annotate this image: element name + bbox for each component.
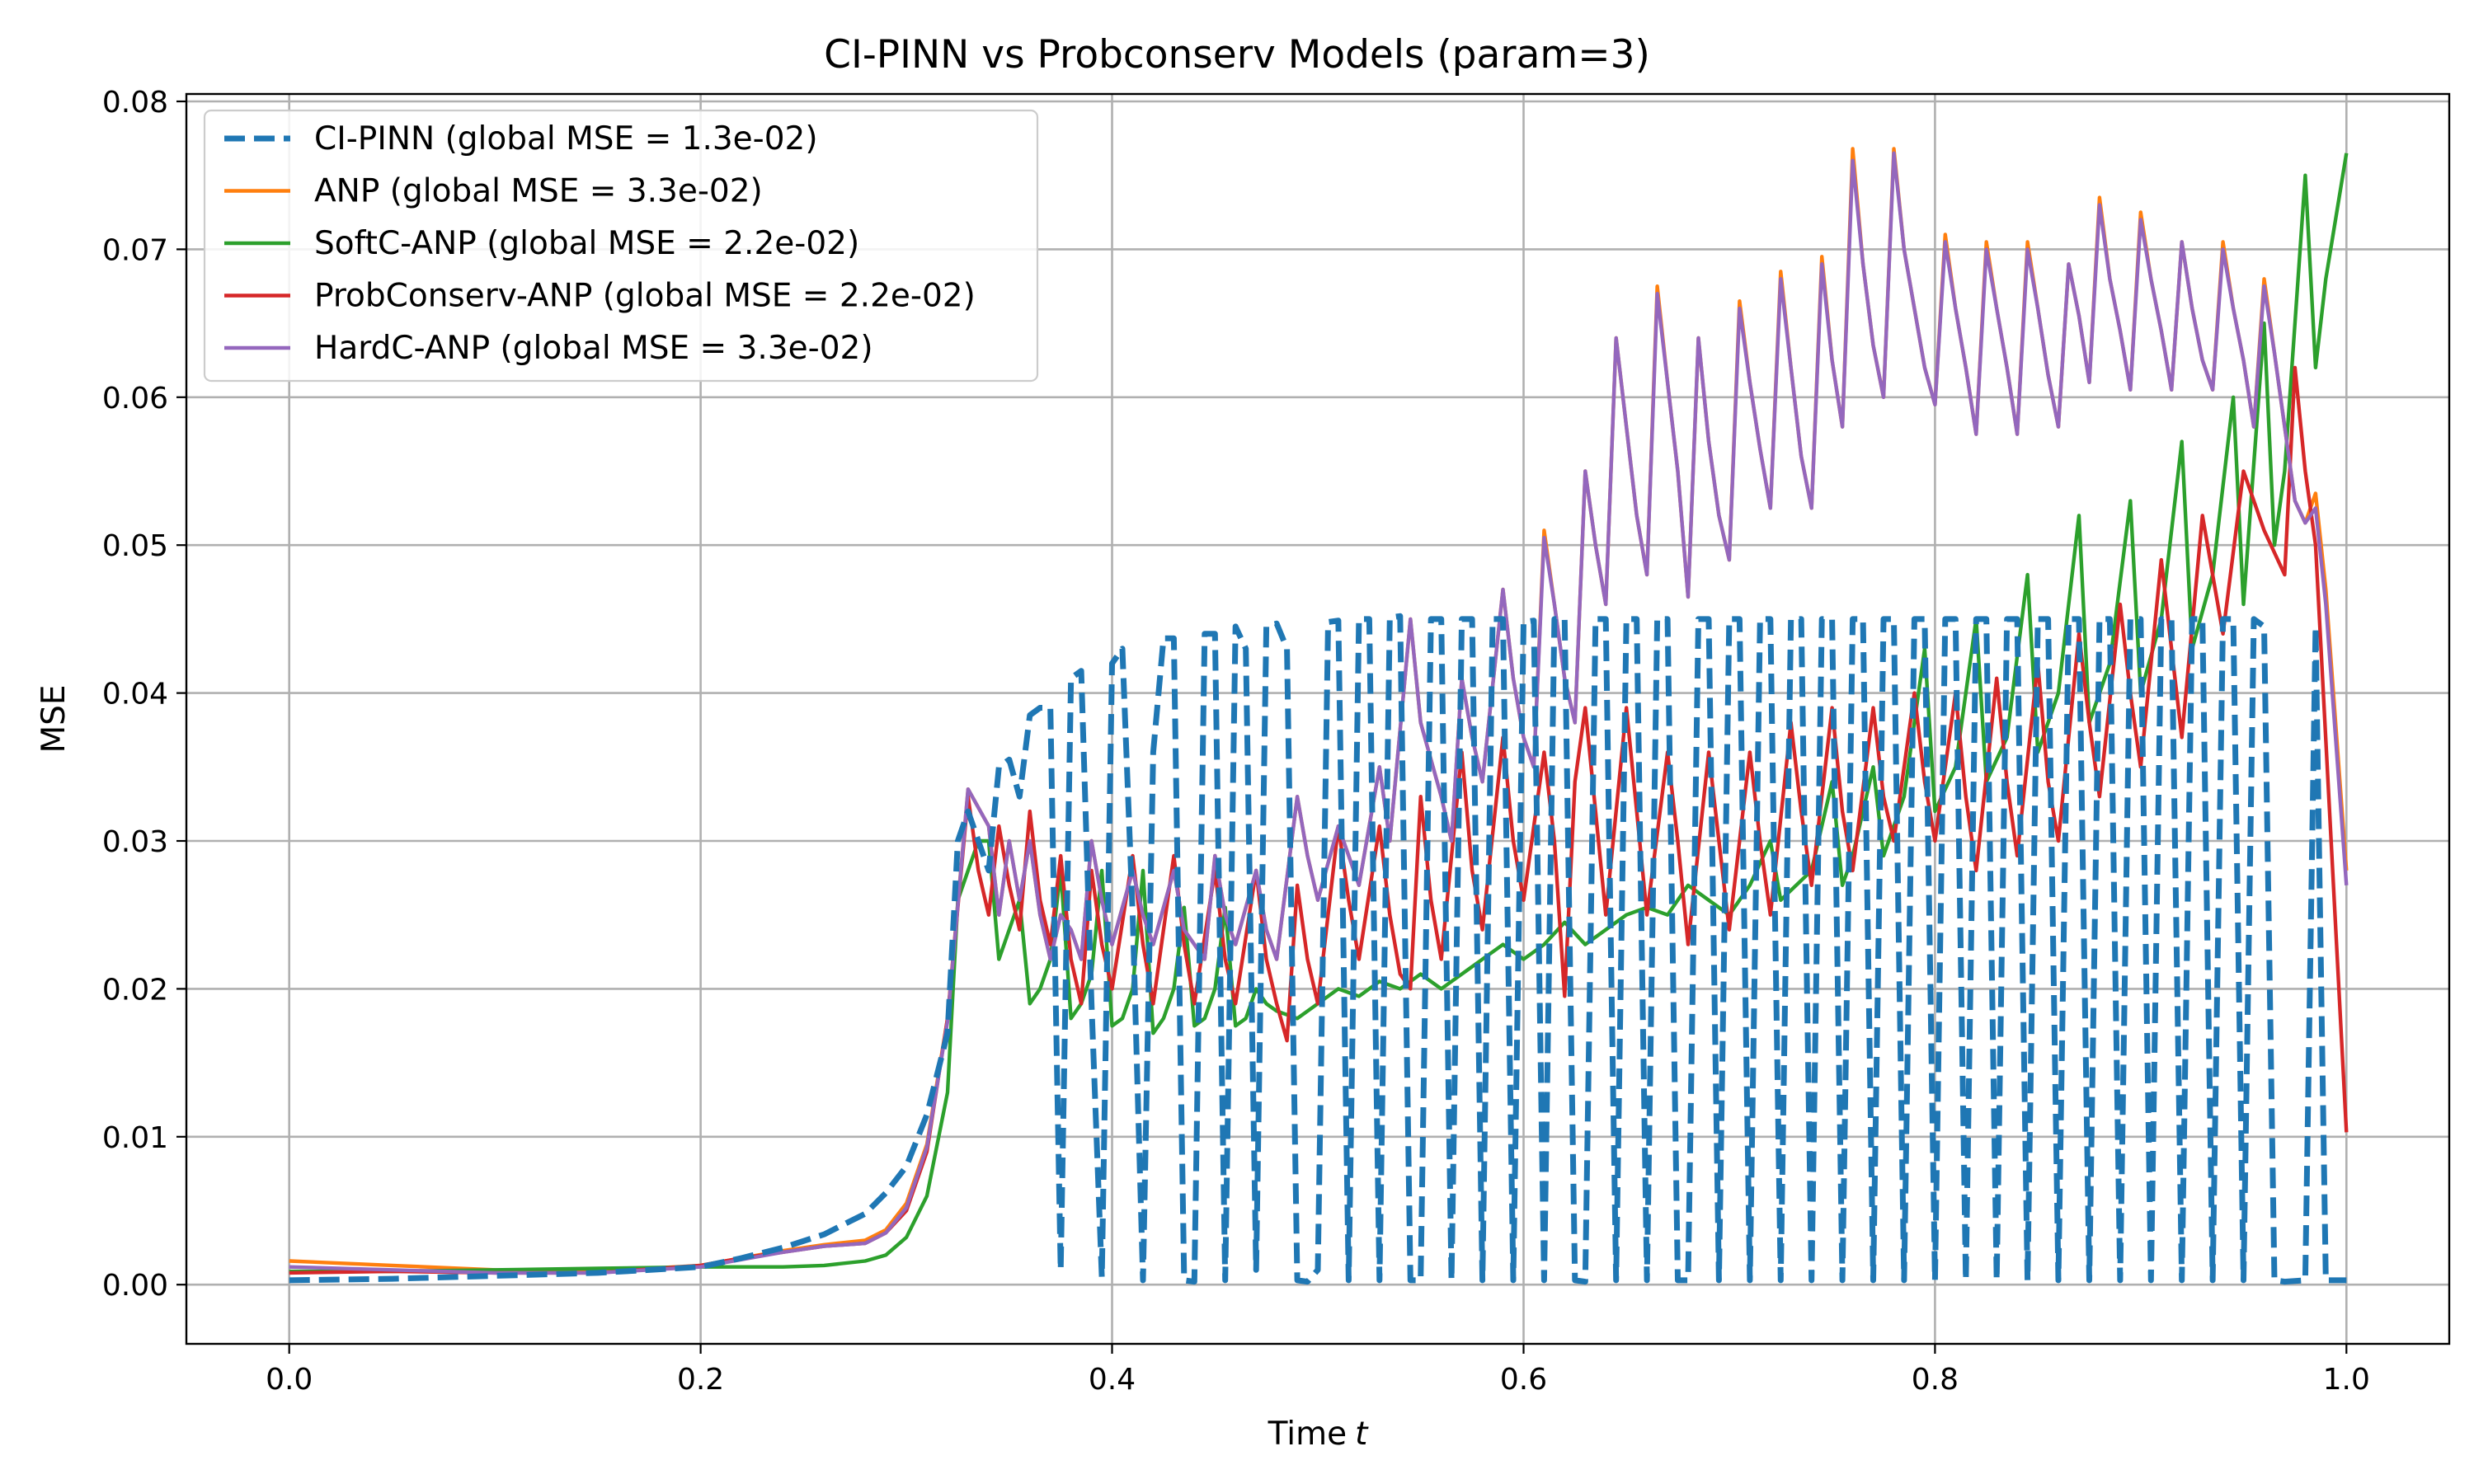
legend-label-2: SoftC-ANP (global MSE = 2.2e-02): [314, 225, 859, 262]
x-tick-label: 0.6: [1500, 1363, 1547, 1397]
chart-title: CI-PINN vs Probconserv Models (param=3): [824, 32, 1650, 77]
x-axis-label-text: Time: [1268, 1416, 1347, 1453]
series-layer: [289, 147, 2349, 1285]
y-tick-label: 0.01: [102, 1121, 168, 1155]
y-tick-label: 0.05: [102, 529, 168, 563]
y-tick-label: 0.08: [102, 86, 168, 120]
y-axis-label: MSE: [35, 684, 73, 753]
legend-label-4: HardC-ANP (global MSE = 3.3e-02): [314, 330, 873, 367]
legend-label-1: ANP (global MSE = 3.3e-02): [314, 173, 763, 210]
series-line-3: [289, 365, 2349, 1275]
x-tick-label: 1.0: [2323, 1363, 2370, 1397]
legend: CI-PINN (global MSE = 1.3e-02) ANP (globa…: [203, 109, 1039, 383]
series-line-0: [289, 613, 2347, 1285]
x-tick-label: 0.2: [677, 1363, 724, 1397]
x-axis: 0.0 0.2 0.4 0.6 0.8 1.0: [266, 1344, 2370, 1397]
y-tick-label: 0.00: [102, 1269, 168, 1303]
y-tick-label: 0.03: [102, 825, 168, 859]
x-axis-label-variable: t: [1355, 1416, 1369, 1453]
legend-label-0: CI-PINN (global MSE = 1.3e-02): [314, 120, 818, 157]
y-tick-label: 0.02: [102, 973, 168, 1007]
x-axis-label: Time t: [1268, 1416, 1369, 1453]
series-line-4: [289, 151, 2349, 1275]
y-tick-label: 0.06: [102, 382, 168, 416]
y-axis: 0.00 0.01 0.02 0.03 0.04 0.05 0.06 0.07 0.08: [102, 86, 186, 1303]
x-tick-label: 0.4: [1089, 1363, 1136, 1397]
y-tick-label: 0.04: [102, 678, 168, 711]
plot-frame: [185, 92, 2451, 1345]
series-line-2: [289, 153, 2349, 1274]
x-tick-label: 0.8: [1912, 1363, 1959, 1397]
x-tick-label: 0.0: [266, 1363, 313, 1397]
legend-frame: [203, 109, 1039, 383]
legend-label-3: ProbConserv-ANP (global MSE = 2.2e-02): [314, 278, 976, 315]
y-tick-label: 0.07: [102, 233, 168, 267]
